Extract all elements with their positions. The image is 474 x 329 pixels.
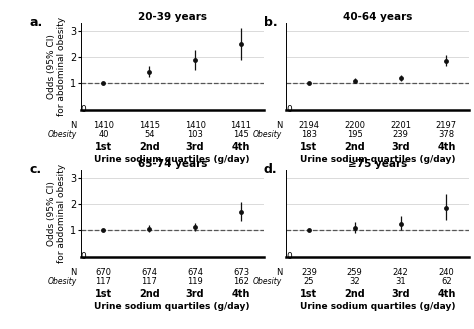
Y-axis label: Odds (95% CI)
for abdominal obesity: Odds (95% CI) for abdominal obesity: [46, 17, 66, 116]
Text: 145: 145: [233, 130, 249, 139]
Text: N: N: [71, 121, 77, 130]
Title: 20-39 years: 20-39 years: [138, 12, 207, 22]
Text: Urine sodium quartiles (g/day): Urine sodium quartiles (g/day): [94, 302, 250, 311]
Text: 54: 54: [144, 130, 155, 139]
Text: Urine sodium quartiles (g/day): Urine sodium quartiles (g/day): [94, 155, 250, 164]
Text: 378: 378: [438, 130, 455, 139]
Text: 1415: 1415: [139, 121, 160, 130]
Text: 239: 239: [301, 268, 317, 277]
Text: 1st: 1st: [300, 290, 318, 299]
Title: ≥75 years: ≥75 years: [348, 159, 407, 169]
Text: 0: 0: [286, 105, 292, 114]
Text: 25: 25: [303, 277, 314, 286]
Text: 1st: 1st: [300, 142, 318, 152]
Text: 4th: 4th: [437, 290, 456, 299]
Text: 119: 119: [187, 277, 203, 286]
Text: 0: 0: [81, 105, 86, 114]
Text: 162: 162: [233, 277, 249, 286]
Text: 673: 673: [233, 268, 249, 277]
Text: c.: c.: [29, 163, 41, 176]
Text: 3rd: 3rd: [391, 290, 410, 299]
Text: 1410: 1410: [93, 121, 114, 130]
Text: 4th: 4th: [232, 142, 250, 152]
Text: 2200: 2200: [344, 121, 365, 130]
Text: 4th: 4th: [232, 290, 250, 299]
Text: 2nd: 2nd: [344, 290, 365, 299]
Text: 195: 195: [347, 130, 363, 139]
Text: 1411: 1411: [230, 121, 252, 130]
Text: 3rd: 3rd: [391, 142, 410, 152]
Text: 183: 183: [301, 130, 317, 139]
Text: b.: b.: [264, 16, 278, 29]
Text: Urine sodium quartiles (g/day): Urine sodium quartiles (g/day): [300, 302, 456, 311]
Title: 40-64 years: 40-64 years: [343, 12, 412, 22]
Text: 2nd: 2nd: [139, 142, 160, 152]
Text: 2194: 2194: [298, 121, 319, 130]
Text: 240: 240: [438, 268, 454, 277]
Y-axis label: Odds (95% CI)
for abdominal obesity: Odds (95% CI) for abdominal obesity: [46, 164, 66, 263]
Text: 3rd: 3rd: [186, 142, 204, 152]
Text: 3rd: 3rd: [186, 290, 204, 299]
Text: 1st: 1st: [95, 142, 112, 152]
Text: N: N: [71, 268, 77, 277]
Text: 117: 117: [96, 277, 111, 286]
Text: Obesity: Obesity: [253, 277, 282, 286]
Text: 0: 0: [81, 252, 86, 261]
Text: 2nd: 2nd: [139, 290, 160, 299]
Text: Obesity: Obesity: [48, 130, 77, 139]
Text: a.: a.: [29, 16, 43, 29]
Text: 242: 242: [392, 268, 409, 277]
Text: 2nd: 2nd: [344, 142, 365, 152]
Text: 103: 103: [187, 130, 203, 139]
Text: 31: 31: [395, 277, 406, 286]
Text: 4th: 4th: [437, 142, 456, 152]
Text: 259: 259: [347, 268, 363, 277]
Text: N: N: [276, 268, 282, 277]
Text: Obesity: Obesity: [253, 130, 282, 139]
Title: 65-74 years: 65-74 years: [137, 159, 207, 169]
Text: 2201: 2201: [390, 121, 411, 130]
Text: 1st: 1st: [95, 290, 112, 299]
Text: 670: 670: [95, 268, 111, 277]
Text: 62: 62: [441, 277, 452, 286]
Text: 239: 239: [392, 130, 409, 139]
Text: 674: 674: [141, 268, 157, 277]
Text: 674: 674: [187, 268, 203, 277]
Text: Urine sodium quartiles (g/day): Urine sodium quartiles (g/day): [300, 155, 456, 164]
Text: 32: 32: [349, 277, 360, 286]
Text: Obesity: Obesity: [48, 277, 77, 286]
Text: 117: 117: [141, 277, 157, 286]
Text: 40: 40: [98, 130, 109, 139]
Text: 2197: 2197: [436, 121, 457, 130]
Text: d.: d.: [264, 163, 278, 176]
Text: 1410: 1410: [185, 121, 206, 130]
Text: 0: 0: [286, 252, 292, 261]
Text: N: N: [276, 121, 282, 130]
